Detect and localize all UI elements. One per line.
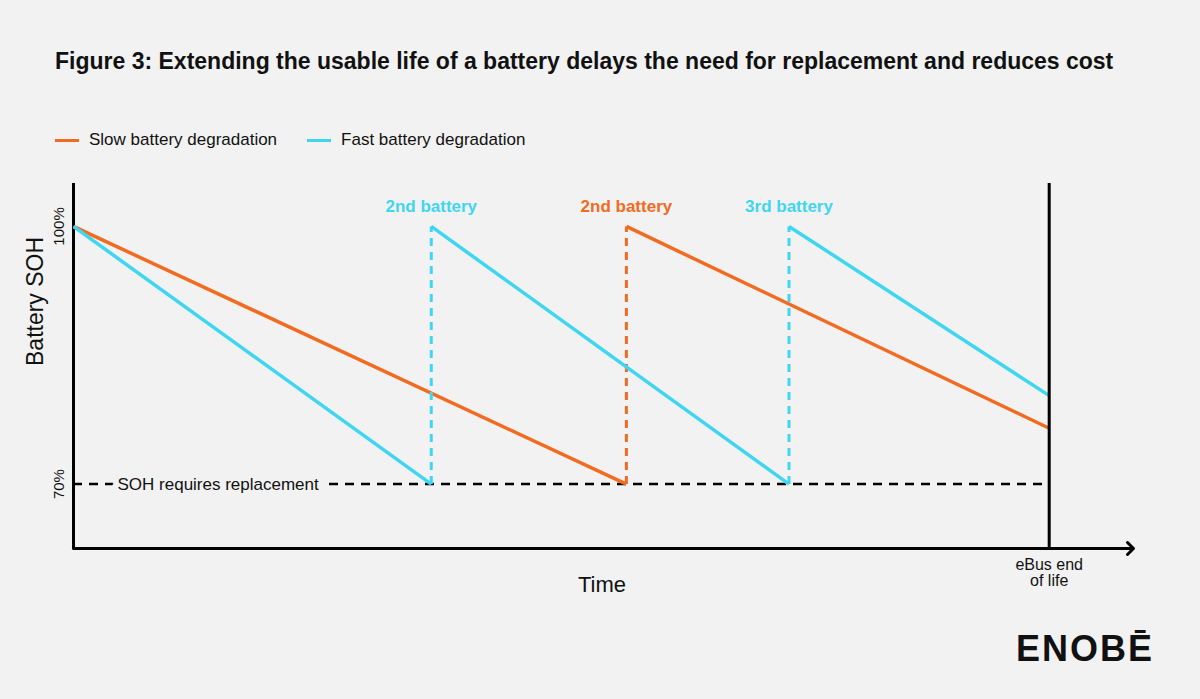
html-text:ENOBĒ: ENOBĒ xyxy=(1016,628,1154,669)
svg-text:3rd battery: 3rd battery xyxy=(745,197,833,216)
svg-text:2nd battery: 2nd battery xyxy=(385,197,477,216)
svg-text:Battery SOH: Battery SOH xyxy=(22,237,48,366)
svg-text:70%: 70% xyxy=(50,469,67,499)
html-text:Slow battery degradation: Slow battery degradation xyxy=(89,130,278,149)
svg-text:eBus endof life: eBus endof life xyxy=(1015,556,1083,589)
svg-text:2nd battery: 2nd battery xyxy=(581,197,673,216)
html-text:Figure 3: Extending the usable: Figure 3: Extending the usable life of a… xyxy=(55,48,1114,74)
svg-text:Time: Time xyxy=(578,572,626,597)
svg-text:SOH requires replacement: SOH requires replacement xyxy=(118,475,320,494)
svg-text:100%: 100% xyxy=(50,207,67,245)
html-text:Fast battery degradation: Fast battery degradation xyxy=(341,130,526,149)
